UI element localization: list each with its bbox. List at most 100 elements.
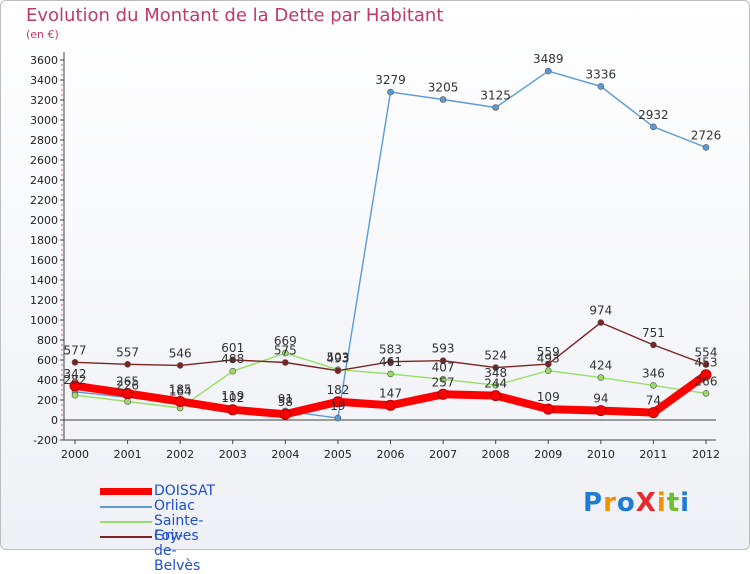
logo-letter: i (680, 488, 691, 518)
legend-label-doissat: DOISSAT (154, 483, 216, 499)
y-minor-tick (61, 234, 63, 236)
legend-label-orliac: Orliac (154, 498, 195, 514)
y-minor-tick (61, 264, 63, 266)
data-label: 266 (695, 374, 718, 388)
y-minor-tick (61, 244, 63, 246)
data-point (490, 390, 502, 402)
data-point (334, 367, 342, 375)
y-tick-label: 0 (51, 414, 58, 427)
data-label: 346 (642, 366, 665, 380)
logo-letter: X (635, 488, 657, 518)
y-minor-tick (61, 274, 63, 276)
legend-swatch-doissat (100, 488, 152, 495)
y-minor-tick (61, 289, 63, 291)
data-point (492, 381, 499, 389)
data-point (124, 360, 131, 368)
data-label: 575 (274, 344, 297, 358)
data-label: 3279 (375, 73, 406, 87)
data-point (387, 358, 394, 366)
data-label: 3489 (533, 52, 564, 66)
data-label: 453 (695, 356, 718, 370)
data-label: 257 (432, 375, 455, 389)
data-label: 102 (221, 391, 244, 405)
y-minor-tick (61, 369, 63, 371)
data-label: 2932 (638, 108, 669, 122)
legend-swatch-grives (100, 536, 152, 538)
data-point (387, 88, 394, 96)
y-tick-label: 400 (37, 374, 58, 387)
data-label: 493 (537, 352, 560, 366)
data-label: 2726 (691, 128, 722, 142)
data-label: 3125 (480, 89, 511, 103)
data-label: 74 (646, 394, 661, 408)
x-tick-label: 2008 (482, 448, 510, 461)
data-label: 119 (221, 389, 244, 403)
x-tick-label: 2011 (639, 448, 667, 461)
data-point (282, 359, 289, 366)
x-tick-label: 2005 (324, 448, 352, 461)
y-minor-tick (61, 329, 63, 331)
y-tick-label: 600 (37, 354, 58, 367)
x-tick-label: 2004 (271, 448, 299, 461)
y-minor-tick (61, 324, 63, 326)
data-label: 342 (64, 367, 87, 381)
y-minor-tick (61, 424, 63, 426)
line-chart: -200 0 200 400 600 800 1000 1200 1400 1600 1800 200… (30, 52, 722, 461)
y-minor-tick (61, 269, 63, 271)
y-minor-tick (61, 69, 63, 71)
proxiti-logo: ProXiti (583, 488, 690, 518)
legend-label-sainte-foy: Sainte-Foy-de-Belvès (154, 513, 204, 574)
y-minor-tick (61, 224, 63, 226)
y-tick-label: 1400 (30, 274, 58, 287)
data-point (597, 319, 605, 326)
data-point (702, 390, 710, 397)
y-minor-tick (61, 309, 63, 311)
logo-letter: i (656, 488, 667, 518)
data-label: 524 (484, 349, 507, 363)
y-minor-tick (61, 434, 63, 436)
y-minor-tick (61, 109, 63, 111)
data-point (227, 404, 239, 416)
data-label: 669 (274, 334, 297, 348)
logo-letter: o (616, 488, 636, 518)
data-label: 461 (379, 355, 402, 369)
data-point (229, 367, 237, 375)
y-minor-tick (61, 229, 63, 231)
x-tick-label: 2006 (377, 448, 405, 461)
y-tick-label: 2600 (30, 154, 58, 167)
y-minor-tick (61, 144, 63, 146)
data-point (650, 382, 657, 389)
data-point (437, 388, 449, 400)
y-minor-tick (61, 374, 63, 376)
data-label: 182 (326, 383, 349, 397)
data-point (439, 357, 447, 365)
data-point (71, 358, 79, 366)
data-label: 3336 (586, 67, 617, 81)
y-minor-tick (61, 394, 63, 396)
legend-swatch-orliac (100, 506, 152, 508)
y-minor-tick (61, 409, 63, 411)
data-point (71, 391, 79, 399)
data-point (700, 369, 712, 381)
y-minor-tick (61, 194, 63, 196)
data-point (544, 367, 552, 375)
data-label: 546 (169, 346, 192, 360)
y-minor-tick (61, 209, 63, 211)
y-minor-tick (61, 174, 63, 176)
data-label: 226 (116, 378, 139, 392)
y-minor-tick (61, 184, 63, 186)
data-point (650, 341, 657, 349)
x-tick-label: 2000 (61, 448, 89, 461)
y-minor-tick (61, 189, 63, 191)
data-label: 58 (278, 395, 293, 409)
data-point (174, 396, 186, 407)
y-tick-label: 2000 (30, 214, 58, 227)
data-point (597, 83, 605, 90)
data-label: 19 (330, 399, 345, 413)
data-label: 583 (379, 343, 402, 357)
y-tick-label: 3400 (30, 74, 58, 87)
data-point (385, 399, 396, 411)
data-point (229, 356, 237, 364)
y-minor-tick (61, 94, 63, 96)
y-tick-label: 3200 (30, 94, 58, 107)
